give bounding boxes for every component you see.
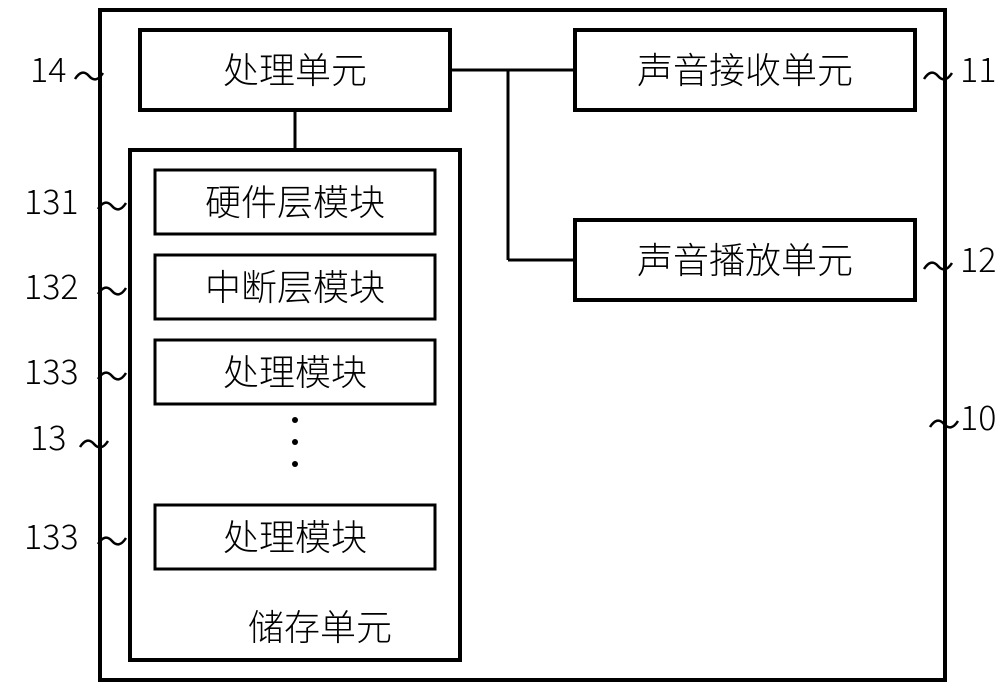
module-ref-3: 133 (24, 510, 79, 559)
module-tilde-0 (98, 203, 126, 210)
processing-unit-ref: 14 (30, 43, 66, 92)
module-label-3: 处理模块 (223, 509, 367, 561)
sound-play-tilde (924, 263, 952, 270)
storage-unit-label: 储存单元 (248, 599, 392, 651)
module-ref-1: 132 (24, 260, 79, 309)
module-label-0: 硬件层模块 (205, 174, 385, 226)
sound-receive-tilde (924, 73, 952, 80)
sound-play-label: 声音播放单元 (637, 232, 853, 284)
storage-unit-tilde (80, 441, 108, 448)
module-tilde-2 (98, 373, 126, 380)
module-label-1: 中断层模块 (205, 259, 385, 311)
sound-receive-label: 声音接收单元 (637, 42, 853, 94)
storage-unit-ref: 13 (30, 411, 66, 460)
sound-receive-ref: 11 (960, 43, 996, 92)
module-tilde-1 (98, 288, 126, 295)
ellipsis-dot (292, 439, 298, 445)
ellipsis-dot (292, 417, 298, 423)
module-ref-2: 133 (24, 345, 79, 394)
module-tilde-3 (98, 538, 126, 545)
module-ref-0: 131 (24, 175, 79, 224)
processing-unit-label: 处理单元 (223, 42, 367, 94)
ellipsis-dot (292, 461, 298, 467)
module-label-2: 处理模块 (223, 344, 367, 396)
sound-play-ref: 12 (960, 233, 996, 282)
outer-ref: 10 (960, 391, 996, 440)
